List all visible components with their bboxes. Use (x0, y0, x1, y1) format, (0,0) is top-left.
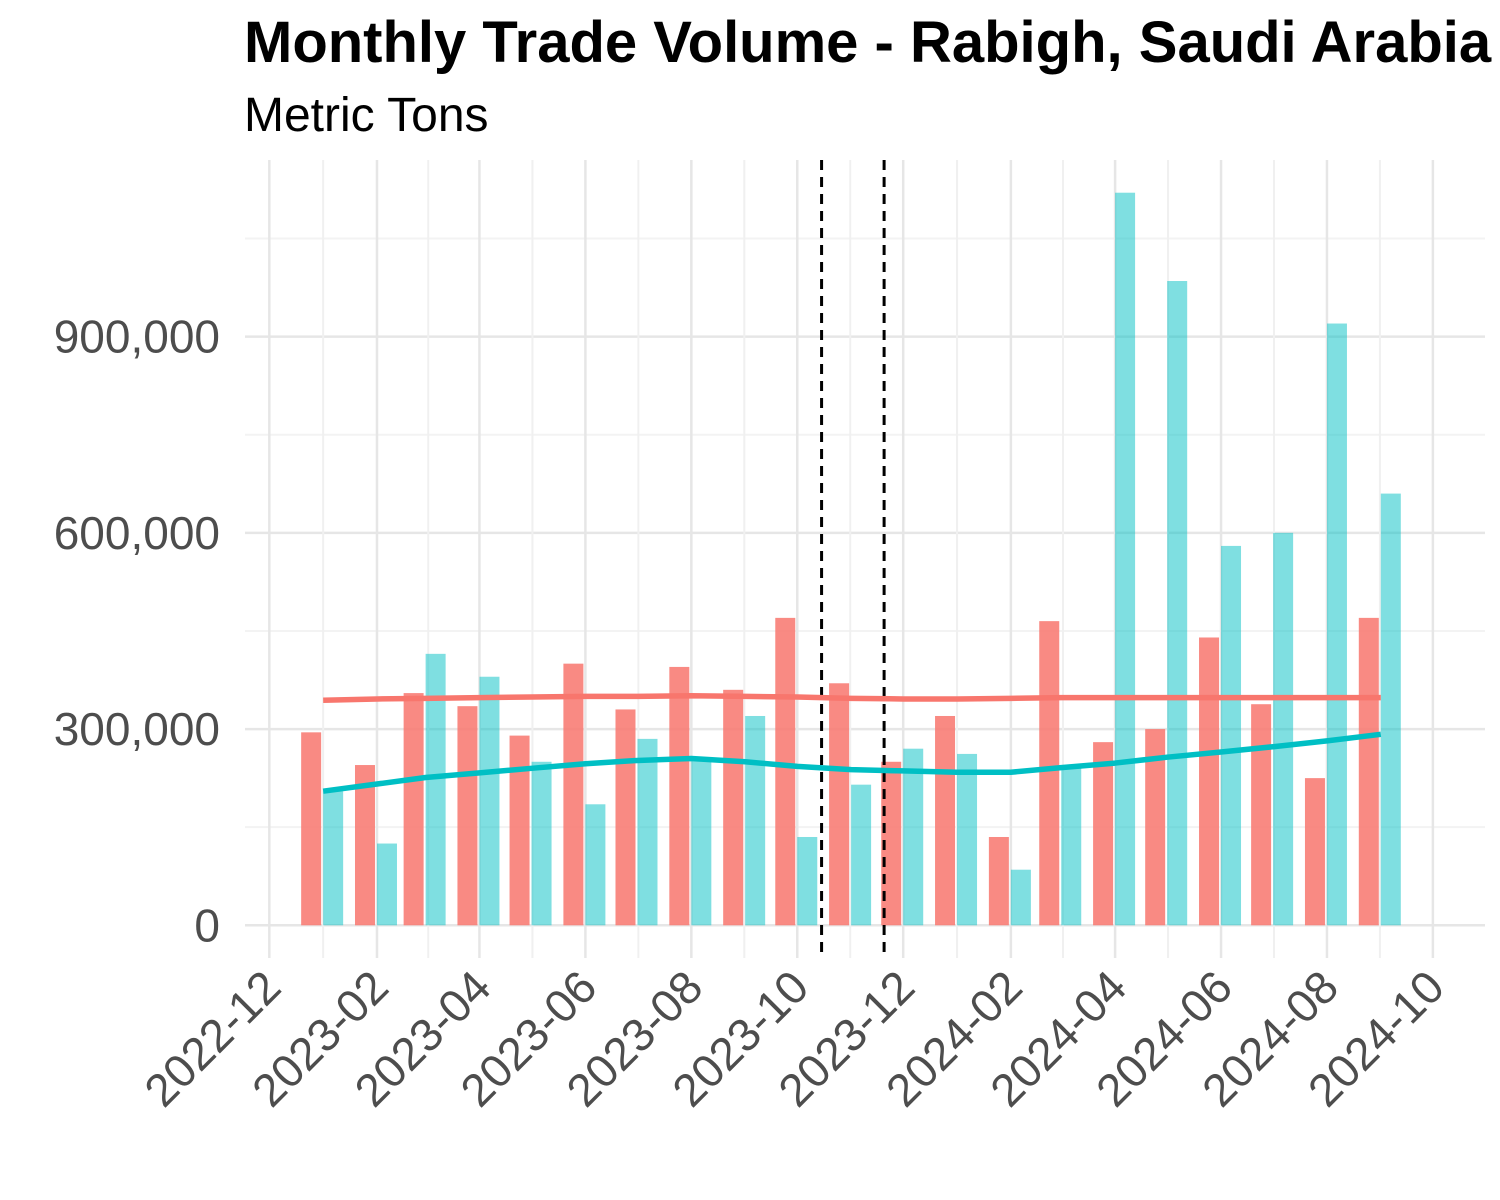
bar-series-1-2024-03 (1039, 621, 1060, 926)
bar-series-2-2024-02 (1010, 869, 1031, 926)
bar-series-1-2023-08 (669, 666, 690, 926)
bar-series-2-2023-09 (745, 715, 766, 926)
chart-title: Monthly Trade Volume - Rabigh, Saudi Ara… (244, 10, 1492, 75)
bar-series-1-2023-07 (615, 709, 636, 926)
bar-series-2-2023-01 (323, 791, 344, 926)
bar-series-1-2024-02 (988, 836, 1009, 926)
bar-series-2-2023-04 (479, 676, 500, 926)
bar-series-2-2023-03 (425, 653, 446, 926)
y-tick-label: 300,000 (54, 703, 220, 755)
bar-series-2-2023-05 (531, 761, 552, 926)
bar-series-2-2023-11 (851, 784, 872, 926)
bar-series-1-2023-01 (301, 732, 322, 926)
bar-series-1-2024-01 (935, 715, 956, 926)
bar-series-2-2023-12 (903, 748, 924, 926)
bar-series-2-2024-06 (1221, 545, 1242, 926)
bar-series-1-2023-05 (509, 735, 530, 926)
bar-series-2-2023-08 (691, 758, 712, 926)
y-tick-label: 900,000 (54, 311, 220, 363)
bar-series-1-2023-06 (563, 663, 584, 926)
bar-series-1-2024-04 (1093, 742, 1114, 926)
bar-series-1-2023-02 (354, 765, 375, 926)
bar-series-2-2024-05 (1167, 281, 1188, 926)
bar-series-1-2024-09 (1358, 617, 1379, 926)
chart-subtitle: Metric Tons (244, 89, 489, 142)
bar-series-2-2024-01 (957, 753, 978, 926)
bar-series-1-2023-11 (829, 683, 850, 926)
y-tick-label: 600,000 (54, 507, 220, 559)
bar-series-1-2023-09 (723, 689, 744, 926)
bar-series-1-2023-04 (457, 706, 478, 926)
bar-series-1-2024-07 (1251, 704, 1272, 926)
trend-line-series-2 (322, 731, 1382, 794)
y-tick-label: 0 (194, 899, 220, 951)
bar-series-2-2023-02 (376, 843, 397, 926)
bar-series-2-2023-10 (797, 836, 818, 926)
bar-series-1-2023-12 (881, 761, 902, 926)
trend-line-series-1 (323, 692, 1381, 704)
bar-series-2-2024-07 (1273, 532, 1294, 926)
bar-series-1-2024-08 (1304, 778, 1325, 926)
bar-series-1-2023-03 (403, 693, 424, 926)
bar-series-2-2024-09 (1380, 493, 1401, 926)
bar-series-2-2024-08 (1326, 323, 1347, 926)
bar-series-2-2023-06 (585, 804, 606, 926)
bar-series-1-2024-06 (1199, 637, 1220, 926)
bar-series-1-2023-10 (775, 617, 796, 926)
bar-series-2-2024-04 (1115, 192, 1136, 926)
bar-series-2-2024-03 (1061, 768, 1082, 926)
bar-series-2-2023-07 (637, 738, 658, 926)
bar-series-1-2024-05 (1145, 729, 1166, 926)
